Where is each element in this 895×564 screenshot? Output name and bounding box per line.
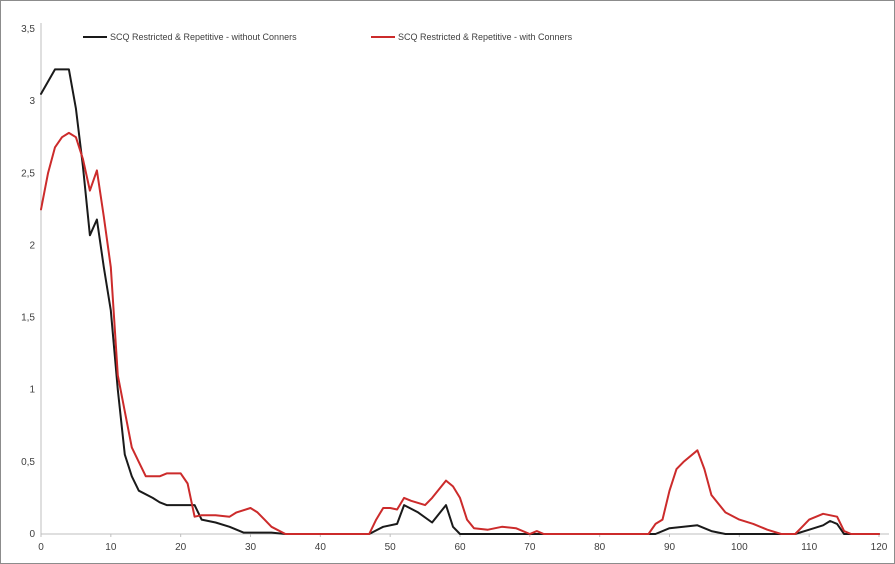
x-tick-label: 10	[105, 542, 117, 553]
legend-label-1: SCQ Restricted & Repetitive - without Co…	[110, 32, 297, 42]
x-tick-label: 70	[524, 542, 536, 553]
x-tick-label: 40	[315, 542, 327, 553]
legend-label-2: SCQ Restricted & Repetitive - with Conne…	[398, 32, 573, 42]
series-lines	[40, 68, 880, 535]
x-tick-label: 30	[245, 542, 257, 553]
y-tick-label: 0	[29, 529, 35, 540]
legend: SCQ Restricted & Repetitive - without Co…	[83, 32, 573, 42]
y-tick-label: 3,5	[21, 24, 35, 35]
y-tick-label: 3	[29, 96, 35, 107]
y-tick-label: 0,5	[21, 457, 35, 468]
x-tick-label: 0	[38, 542, 44, 553]
axes	[40, 23, 889, 535]
x-tick-label: 60	[454, 542, 466, 553]
x-tick-label: 120	[871, 542, 888, 553]
y-tick-label: 2	[29, 240, 35, 251]
x-tick-label: 50	[385, 542, 397, 553]
y-tick-label: 1	[29, 385, 35, 396]
y-tick-label: 2,5	[21, 168, 35, 179]
x-tick-label: 80	[594, 542, 606, 553]
series-line-1	[40, 68, 880, 535]
series-line-2	[40, 131, 880, 535]
x-tick-label: 90	[664, 542, 676, 553]
x-tick-label: 110	[801, 542, 817, 553]
y-axis-ticks: 0 0,5 1 1,5 2 2,5 3 3,5	[21, 24, 35, 540]
y-tick-label: 1,5	[21, 313, 35, 324]
x-axis-ticks: 0 10 20 30 40 50 60 70 80 90 100 110 120	[38, 534, 888, 553]
x-tick-label: 100	[731, 542, 748, 553]
x-tick-label: 20	[175, 542, 187, 553]
